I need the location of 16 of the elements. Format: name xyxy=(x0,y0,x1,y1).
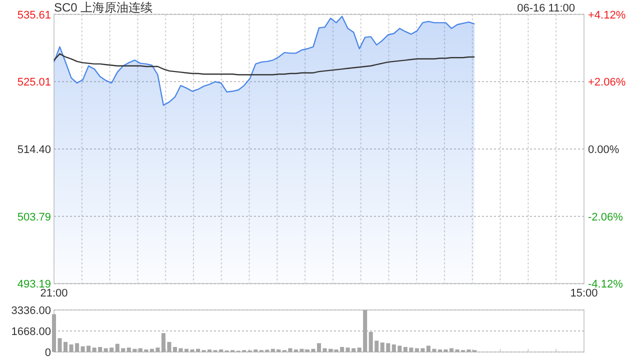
text: 06-16 11:00 xyxy=(517,2,575,14)
y-tick-label: 503.79 xyxy=(17,211,51,224)
y2-tick-label: +2.06% xyxy=(588,76,626,89)
line-series xyxy=(53,53,476,76)
x-tick-label: 15:00 xyxy=(570,288,598,300)
y-tick-label: 1668.00 xyxy=(11,326,51,338)
y2-tick-label: 0.00% xyxy=(588,144,620,156)
y-tick-label: 3336.00 xyxy=(11,305,51,317)
y-tick-label: 535.61 xyxy=(17,9,51,22)
y2-tick-label: +4.12% xyxy=(588,9,626,22)
y2-tick-label: -2.06% xyxy=(588,211,624,224)
y-tick-label: 514.40 xyxy=(17,144,51,156)
y-tick-label: 525.01 xyxy=(17,76,51,89)
y-tick-label: 0 xyxy=(44,347,51,359)
chart-title: SC0 上海原油连续 xyxy=(54,0,153,14)
x-tick-label: 21:00 xyxy=(40,288,68,300)
